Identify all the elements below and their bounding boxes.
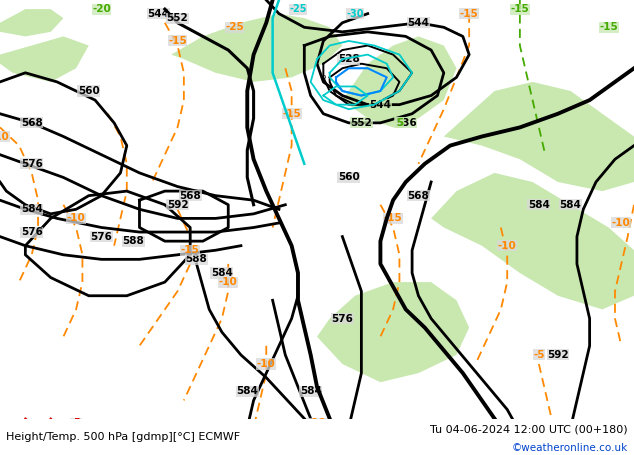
Text: 528: 528: [338, 54, 359, 64]
Text: 544: 544: [148, 9, 169, 19]
Text: Tu 04-06-2024 12:00 UTC (00+180): Tu 04-06-2024 12:00 UTC (00+180): [430, 425, 628, 435]
Text: -5: -5: [533, 350, 545, 360]
Text: 588: 588: [186, 254, 207, 264]
Text: 584: 584: [211, 268, 233, 278]
Text: -20: -20: [92, 4, 111, 14]
Text: 536: 536: [395, 118, 417, 128]
Text: -10: -10: [257, 359, 276, 369]
Polygon shape: [342, 36, 456, 127]
Text: -15: -15: [181, 245, 200, 255]
Text: 584: 584: [21, 204, 42, 214]
Polygon shape: [171, 14, 342, 82]
Polygon shape: [431, 173, 634, 309]
Text: 584: 584: [300, 386, 321, 396]
Text: 552: 552: [167, 13, 188, 23]
Polygon shape: [317, 282, 469, 382]
Text: 568: 568: [179, 191, 201, 201]
Text: -15: -15: [168, 36, 187, 46]
Text: -10: -10: [612, 218, 631, 228]
Text: 552: 552: [351, 118, 372, 128]
Polygon shape: [0, 9, 63, 36]
Text: 592: 592: [167, 200, 188, 210]
Text: -10: -10: [219, 277, 238, 287]
Text: -10: -10: [0, 131, 10, 142]
Text: -15: -15: [599, 22, 618, 32]
Text: -30: -30: [346, 9, 364, 19]
Text: 560: 560: [78, 86, 100, 96]
Text: -10: -10: [498, 241, 517, 251]
Text: o: o: [321, 74, 325, 81]
Polygon shape: [0, 36, 89, 82]
Text: -15: -15: [460, 9, 479, 19]
Text: 576: 576: [332, 313, 353, 324]
Polygon shape: [0, 419, 634, 455]
Text: 544: 544: [408, 18, 429, 28]
Text: 588: 588: [122, 236, 144, 246]
Text: -10: -10: [307, 418, 327, 428]
Text: 584: 584: [236, 386, 258, 396]
Text: 584: 584: [560, 200, 581, 210]
Text: 576: 576: [91, 232, 112, 242]
Text: 568: 568: [21, 118, 42, 128]
Text: 544: 544: [370, 100, 391, 110]
Text: -15: -15: [384, 213, 403, 223]
Text: 592: 592: [547, 350, 569, 360]
Text: 5: 5: [396, 118, 403, 128]
Text: -25: -25: [225, 22, 244, 32]
Text: 584: 584: [528, 200, 550, 210]
Text: -15: -15: [510, 4, 529, 14]
Text: 560: 560: [338, 172, 359, 182]
Text: 576: 576: [21, 227, 42, 237]
Text: 576: 576: [21, 159, 42, 169]
Text: -10: -10: [67, 213, 86, 223]
Text: Height/Temp. 500 hPa [gdmp][°C] ECMWF: Height/Temp. 500 hPa [gdmp][°C] ECMWF: [6, 432, 240, 442]
Text: -5: -5: [71, 418, 81, 428]
Polygon shape: [444, 82, 634, 191]
Text: 568: 568: [408, 191, 429, 201]
Text: -25: -25: [289, 4, 307, 14]
Text: ©weatheronline.co.uk: ©weatheronline.co.uk: [512, 443, 628, 453]
Text: -15: -15: [282, 109, 301, 119]
